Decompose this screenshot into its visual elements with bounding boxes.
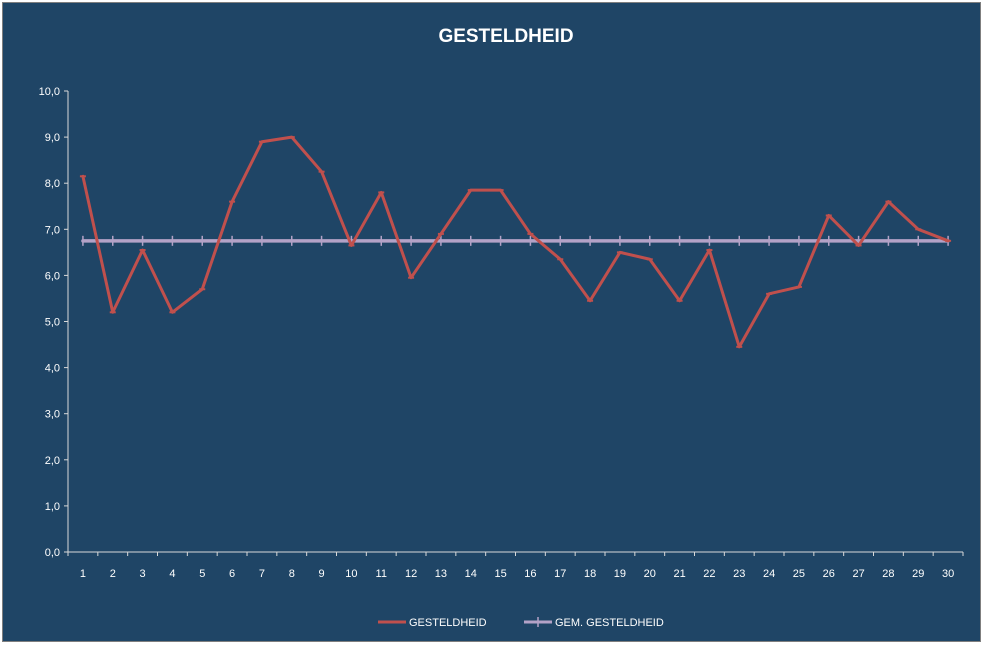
y-tick-label: 1,0 (45, 501, 60, 513)
x-tick-label: 27 (852, 568, 864, 580)
y-tick-label: 6,0 (45, 270, 60, 282)
x-tick-label: 26 (823, 568, 835, 580)
x-tick-label: 3 (140, 568, 146, 580)
x-tick-label: 20 (644, 568, 656, 580)
x-tick-label: 4 (169, 568, 175, 580)
x-tick-label: 23 (733, 568, 745, 580)
x-tick-label: 28 (882, 568, 894, 580)
y-tick-label: 7,0 (45, 224, 60, 236)
x-tick-label: 11 (376, 568, 387, 580)
x-tick-label: 9 (319, 568, 325, 580)
x-tick-label: 12 (405, 568, 417, 580)
x-tick-label: 19 (614, 568, 626, 580)
x-tick-label: 6 (229, 568, 235, 580)
series-line-gesteldheid (81, 135, 950, 349)
chart-area: GESTELDHEID 0,0 1,0 2,0 3,0 4,0 5,0 6,0 7,0 8,0 9… (2, 2, 981, 642)
x-tick-label: 29 (912, 568, 924, 580)
x-tick-label: 7 (259, 568, 265, 580)
y-tick-label: 9,0 (45, 132, 60, 144)
y-axis: 0,0 1,0 2,0 3,0 4,0 5,0 6,0 7,0 8,0 9,0 10,0 (39, 86, 69, 559)
y-tick-label: 3,0 (45, 409, 60, 421)
x-tick-label: 15 (494, 568, 506, 580)
x-tick-label: 8 (289, 568, 295, 580)
x-tick-label: 13 (435, 568, 447, 580)
x-tick-label: 16 (524, 568, 536, 580)
x-tick-label: 2 (110, 568, 116, 580)
x-tick-label: 25 (793, 568, 805, 580)
x-tick-label: 5 (199, 568, 205, 580)
x-tick-label: 17 (554, 568, 566, 580)
legend: GESTELDHEID GEM. GESTELDHEID (378, 617, 664, 629)
x-tick-label: 30 (942, 568, 954, 580)
y-tick-label: 8,0 (45, 178, 60, 190)
y-tick-label: 4,0 (45, 363, 60, 375)
y-tick-label: 0,0 (45, 547, 60, 559)
plot-series (79, 135, 952, 349)
chart-title: GESTELDHEID (438, 26, 573, 47)
legend-label: GESTELDHEID (409, 617, 487, 629)
x-tick-label: 10 (345, 568, 357, 580)
y-tick-label: 5,0 (45, 317, 60, 329)
y-tick-label: 2,0 (45, 455, 60, 467)
x-tick-label: 21 (673, 568, 685, 580)
x-tick-label: 24 (763, 568, 775, 580)
x-axis: 1 2 3 4 5 6 7 8 9 10 11 12 13 14 15 16 17 18 19 20 21 22 23 24 2… (67, 551, 964, 580)
x-tick-label: 14 (465, 568, 477, 580)
x-tick-label: 22 (703, 568, 715, 580)
y-tick-label: 10,0 (39, 86, 60, 98)
legend-label: GEM. GESTELDHEID (555, 617, 664, 629)
line-chart: GESTELDHEID 0,0 1,0 2,0 3,0 4,0 5,0 6,0 7,0 8,0 9… (39, 26, 964, 629)
x-tick-label: 18 (584, 568, 596, 580)
x-tick-label: 1 (80, 568, 86, 580)
